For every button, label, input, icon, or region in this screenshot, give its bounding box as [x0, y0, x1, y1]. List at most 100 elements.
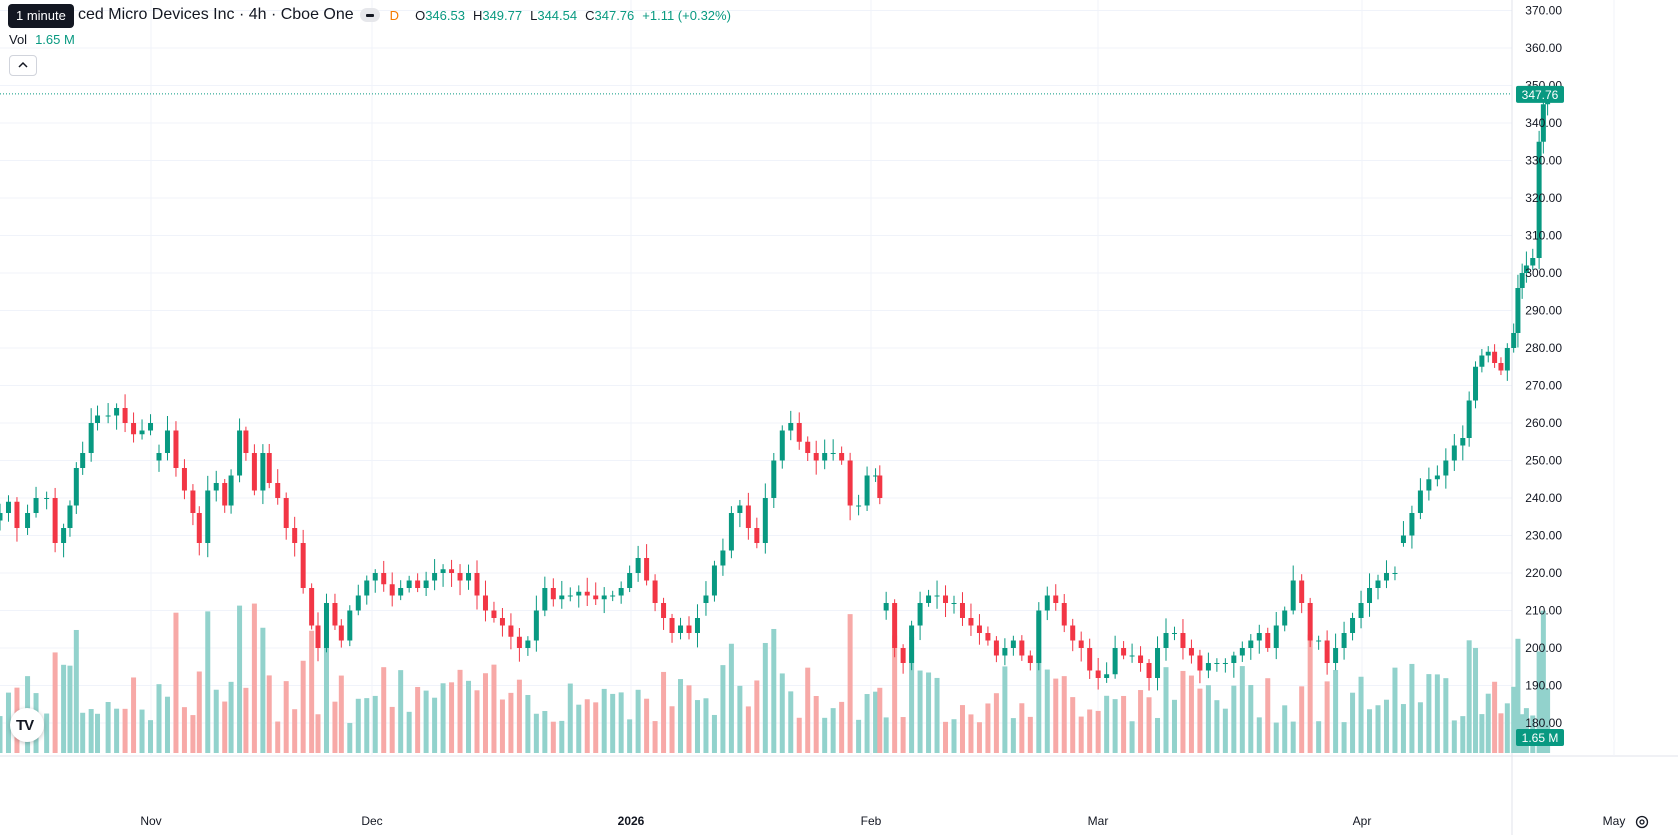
volume-bar	[466, 680, 472, 753]
candle-up	[567, 595, 573, 597]
candle-down	[1498, 363, 1504, 371]
volume-bar	[432, 697, 438, 753]
volume-bar	[1273, 722, 1279, 753]
volume-bar	[406, 711, 412, 753]
candle-up	[601, 595, 607, 600]
volume-bar	[1155, 717, 1161, 753]
volume-bar	[309, 630, 315, 753]
volume-bar	[372, 695, 378, 753]
volume-bar	[389, 706, 395, 753]
candle-up	[762, 498, 768, 543]
volume-bar	[1231, 685, 1237, 753]
volume-bar	[711, 714, 717, 753]
volume-bar	[1087, 709, 1093, 753]
candle-down	[52, 498, 58, 543]
tradingview-logo-icon[interactable]: TV	[10, 708, 44, 742]
price-axis[interactable]: 370.00360.00350.00340.00330.00320.00310.…	[1516, 4, 1564, 747]
volume-bar	[1358, 676, 1364, 753]
gear-icon[interactable]	[1634, 814, 1650, 830]
volume-bar	[95, 713, 101, 753]
volume-bar	[1466, 640, 1472, 753]
volume-bar	[61, 664, 67, 753]
volume-label[interactable]: Vol	[9, 32, 28, 47]
candle-down	[1053, 595, 1059, 603]
candle-up	[148, 423, 154, 431]
volume-bar	[381, 667, 387, 753]
candle-up	[1473, 366, 1479, 401]
volume-bar	[1426, 674, 1432, 753]
candle-down	[474, 573, 480, 596]
candle-down	[745, 505, 751, 528]
volume-bar	[1138, 690, 1144, 753]
candle-down	[1078, 640, 1084, 648]
candle-up	[1383, 573, 1389, 581]
candle-down	[222, 483, 228, 506]
volume-bar	[1383, 699, 1389, 753]
candle-up	[1316, 640, 1322, 642]
candle-up	[1426, 479, 1432, 491]
candle-up	[542, 588, 548, 611]
volume-bar	[1282, 705, 1288, 753]
candle-up	[1112, 648, 1118, 675]
price-tick-label: 290.00	[1525, 304, 1562, 318]
volume-bar	[1350, 692, 1356, 753]
volume-bar	[1316, 721, 1322, 753]
candle-up	[1451, 445, 1457, 461]
volume-bar	[1299, 686, 1305, 753]
volume-bar	[550, 721, 556, 753]
last-price-label: 347.76	[1522, 88, 1559, 102]
candle-down	[415, 580, 421, 588]
time-axis[interactable]: Nov Dec 2026 Feb Mar Apr May	[140, 814, 1625, 828]
volume-bar	[73, 629, 79, 753]
candle-up	[1222, 663, 1228, 664]
volume-bar	[694, 700, 700, 753]
candle-up	[364, 580, 370, 596]
candle-down	[332, 603, 338, 626]
candle-up	[1479, 355, 1485, 367]
volume-bar	[508, 692, 514, 753]
candle-up	[1104, 674, 1110, 678]
candle-down	[196, 513, 202, 543]
volume-bar	[754, 680, 760, 753]
price-tick-label: 280.00	[1525, 341, 1562, 355]
volume-bar	[943, 721, 949, 753]
candle-up	[1375, 580, 1381, 588]
candle-up	[88, 423, 94, 453]
volume-bar	[1239, 666, 1245, 753]
volume-bar	[788, 691, 794, 753]
volume-bar	[1492, 681, 1498, 753]
volume-bar	[873, 691, 879, 753]
candle-down	[14, 501, 20, 528]
volume-bar	[1443, 678, 1449, 753]
market-status-icon[interactable]	[359, 8, 380, 22]
candle-up	[1367, 588, 1373, 603]
volume-bar	[678, 679, 684, 753]
price-tick-label: 220.00	[1525, 566, 1562, 580]
candle-up	[1460, 438, 1466, 446]
candle-up	[1155, 648, 1161, 678]
candle-down	[968, 618, 974, 626]
price-tick-label: 300.00	[1525, 266, 1562, 280]
candle-up	[576, 591, 582, 596]
candle-down	[381, 573, 387, 585]
volume-bar	[323, 646, 329, 753]
volume-bar	[516, 679, 522, 753]
volume-bar	[1511, 686, 1517, 753]
candle-up	[1290, 580, 1296, 611]
symbol-title[interactable]: ced Micro Devices Inc · 4h · Cboe One	[78, 6, 354, 23]
candle-down	[644, 558, 650, 581]
candle-down	[173, 430, 179, 468]
volume-bar	[1036, 613, 1042, 753]
volume-bar	[1498, 713, 1504, 753]
candle-up	[5, 501, 11, 513]
market-status-label[interactable]: D	[389, 7, 400, 23]
collapse-legend-button[interactable]	[9, 55, 37, 76]
volume-bar	[114, 708, 120, 753]
candle-up	[525, 640, 531, 648]
volume-bar	[1473, 647, 1479, 753]
candle-up	[1409, 513, 1415, 536]
volume-bar	[67, 665, 73, 753]
volume-tag	[1516, 729, 1564, 746]
volume-bar	[993, 693, 999, 753]
